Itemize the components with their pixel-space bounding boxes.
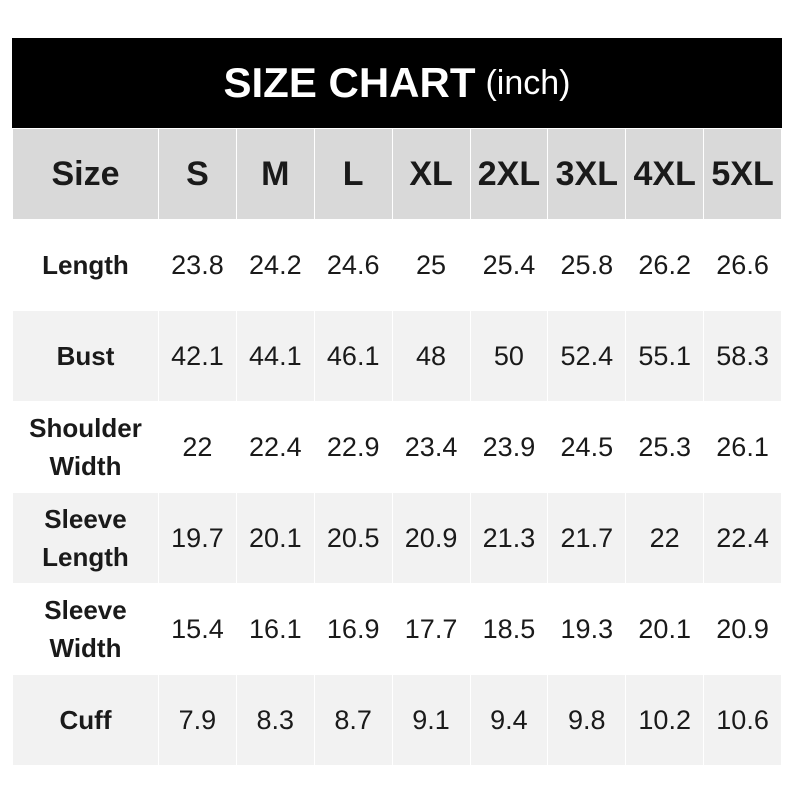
cell-value: 24.2 bbox=[235, 219, 315, 311]
cell-value: 42.1 bbox=[158, 310, 237, 402]
cell-value: 7.9 bbox=[158, 674, 237, 766]
row-label: Cuff bbox=[12, 674, 159, 766]
row-label: Sleeve Length bbox=[12, 492, 159, 584]
cell-value: 58.3 bbox=[703, 310, 782, 402]
cell-value: 25.4 bbox=[469, 219, 549, 311]
header-size-5xl: 5XL bbox=[703, 128, 782, 220]
row-label: Length bbox=[12, 219, 159, 311]
cell-value: 8.3 bbox=[235, 674, 315, 766]
cell-value: 23.4 bbox=[391, 401, 471, 493]
cell-value: 10.6 bbox=[703, 674, 782, 766]
header-size-m: M bbox=[235, 128, 315, 220]
chart-title: SIZE CHART (inch) bbox=[12, 38, 782, 128]
cell-value: 24.6 bbox=[313, 219, 393, 311]
table-row: Sleeve Width 15.4 16.1 16.9 17.7 18.5 19.3 20.1… bbox=[12, 583, 782, 675]
title-unit: (inch) bbox=[485, 63, 571, 102]
cell-value: 48 bbox=[391, 310, 471, 402]
header-size-l: L bbox=[313, 128, 393, 220]
cell-value: 44.1 bbox=[235, 310, 315, 402]
header-size-2xl: 2XL bbox=[469, 128, 549, 220]
cell-value: 20.9 bbox=[703, 583, 782, 675]
table-row: Cuff 7.9 8.3 8.7 9.1 9.4 9.8 10.2 10.6 bbox=[12, 674, 782, 766]
row-label: Sleeve Width bbox=[12, 583, 159, 675]
cell-value: 25.8 bbox=[547, 219, 627, 311]
cell-value: 19.3 bbox=[547, 583, 627, 675]
cell-value: 52.4 bbox=[547, 310, 627, 402]
cell-value: 22.4 bbox=[703, 492, 782, 584]
table-row: Sleeve Length 19.7 20.1 20.5 20.9 21.3 21.7 22 2… bbox=[12, 492, 782, 584]
header-size-s: S bbox=[158, 128, 237, 220]
header-size-xl: XL bbox=[391, 128, 471, 220]
cell-value: 22.9 bbox=[313, 401, 393, 493]
size-table: Size S M L XL 2XL 3XL 4XL 5XL Length 23.8 24.2 24.6… bbox=[12, 128, 782, 766]
cell-value: 26.2 bbox=[625, 219, 705, 311]
cell-value: 9.1 bbox=[391, 674, 471, 766]
cell-value: 10.2 bbox=[625, 674, 705, 766]
cell-value: 16.9 bbox=[313, 583, 393, 675]
cell-value: 18.5 bbox=[469, 583, 549, 675]
table-row: Bust 42.1 44.1 46.1 48 50 52.4 55.1 58.3 bbox=[12, 310, 782, 402]
cell-value: 20.9 bbox=[391, 492, 471, 584]
cell-value: 21.7 bbox=[547, 492, 627, 584]
cell-value: 26.6 bbox=[703, 219, 782, 311]
cell-value: 8.7 bbox=[313, 674, 393, 766]
cell-value: 9.4 bbox=[469, 674, 549, 766]
cell-value: 16.1 bbox=[235, 583, 315, 675]
cell-value: 25 bbox=[391, 219, 471, 311]
cell-value: 22 bbox=[625, 492, 705, 584]
header-size-4xl: 4XL bbox=[625, 128, 705, 220]
cell-value: 22.4 bbox=[235, 401, 315, 493]
cell-value: 55.1 bbox=[625, 310, 705, 402]
cell-value: 46.1 bbox=[313, 310, 393, 402]
row-label: Bust bbox=[12, 310, 159, 402]
cell-value: 23.9 bbox=[469, 401, 549, 493]
size-chart: SIZE CHART (inch) Size S M L XL 2XL 3XL 4XL 5XL … bbox=[12, 38, 782, 766]
cell-value: 17.7 bbox=[391, 583, 471, 675]
cell-value: 20.1 bbox=[625, 583, 705, 675]
cell-value: 15.4 bbox=[158, 583, 237, 675]
cell-value: 23.8 bbox=[158, 219, 237, 311]
cell-value: 20.5 bbox=[313, 492, 393, 584]
title-main: SIZE CHART bbox=[223, 59, 476, 106]
header-size-3xl: 3XL bbox=[547, 128, 627, 220]
cell-value: 50 bbox=[469, 310, 549, 402]
table-row: Shoulder Width 22 22.4 22.9 23.4 23.9 24.5 25.3… bbox=[12, 401, 782, 493]
row-label: Shoulder Width bbox=[12, 401, 159, 493]
header-size: Size bbox=[12, 128, 159, 220]
cell-value: 19.7 bbox=[158, 492, 237, 584]
cell-value: 25.3 bbox=[625, 401, 705, 493]
cell-value: 9.8 bbox=[547, 674, 627, 766]
table-row: Length 23.8 24.2 24.6 25 25.4 25.8 26.2 26.6 bbox=[12, 219, 782, 311]
cell-value: 26.1 bbox=[703, 401, 782, 493]
header-row: Size S M L XL 2XL 3XL 4XL 5XL bbox=[12, 128, 782, 220]
cell-value: 21.3 bbox=[469, 492, 549, 584]
cell-value: 24.5 bbox=[547, 401, 627, 493]
cell-value: 20.1 bbox=[235, 492, 315, 584]
cell-value: 22 bbox=[158, 401, 237, 493]
